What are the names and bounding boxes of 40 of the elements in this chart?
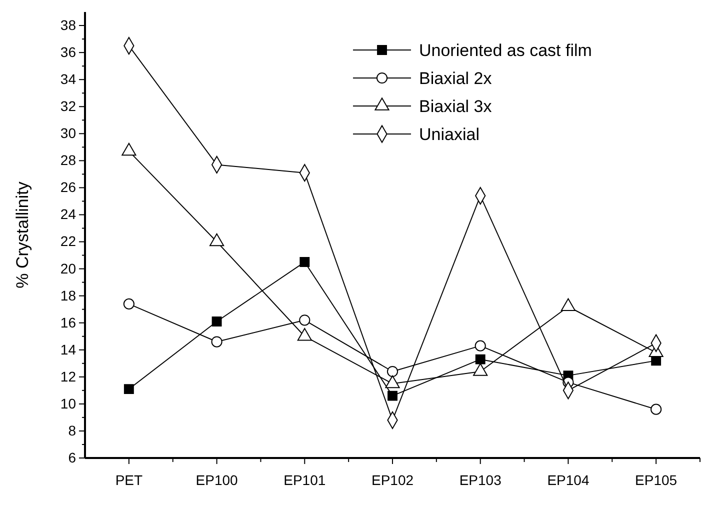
y-tick-label: 20 xyxy=(60,260,76,276)
x-tick-label: EP100 xyxy=(196,472,238,488)
x-tick-label: EP102 xyxy=(371,472,414,488)
y-axis-title: % Crystallinity xyxy=(13,181,32,288)
point xyxy=(386,366,398,378)
y-tick-label: 32 xyxy=(60,98,76,114)
legend-label: Unoriented as cast film xyxy=(419,40,592,60)
point xyxy=(124,384,134,394)
y-tick-label: 34 xyxy=(60,71,76,88)
legend-label: Biaxial 3x xyxy=(419,96,492,116)
y-tick-label: 10 xyxy=(60,395,76,412)
x-tick-label: EP103 xyxy=(459,472,502,488)
point xyxy=(650,404,662,415)
point xyxy=(299,314,310,326)
y-tick-label: 8 xyxy=(68,422,76,438)
point xyxy=(212,316,222,326)
y-tick-label: 24 xyxy=(60,206,76,222)
x-tick-label: EP104 xyxy=(547,472,590,488)
y-tick-label: 30 xyxy=(60,125,76,142)
point xyxy=(474,340,486,352)
y-tick-label: 28 xyxy=(60,152,76,168)
y-tick-label: 22 xyxy=(60,233,76,250)
y-tick-label: 26 xyxy=(60,179,76,196)
point xyxy=(300,257,310,267)
point xyxy=(388,390,398,401)
y-tick-label: 12 xyxy=(60,368,76,384)
y-tick-label: 14 xyxy=(60,341,76,358)
y-tick-label: 38 xyxy=(60,16,76,33)
y-tick-label: 18 xyxy=(60,287,76,304)
x-tick-label: EP105 xyxy=(635,472,678,488)
legend-label: Uniaxial xyxy=(419,124,480,144)
point xyxy=(123,298,134,310)
y-tick-label: 36 xyxy=(60,44,76,60)
point xyxy=(475,354,486,364)
legend-label: Biaxial 2x xyxy=(419,68,492,88)
x-tick-label: PET xyxy=(115,472,143,488)
point xyxy=(211,336,222,348)
y-tick-label: 6 xyxy=(68,449,76,466)
x-tick-label: EP101 xyxy=(284,472,326,488)
y-tick-label: 16 xyxy=(60,314,76,330)
